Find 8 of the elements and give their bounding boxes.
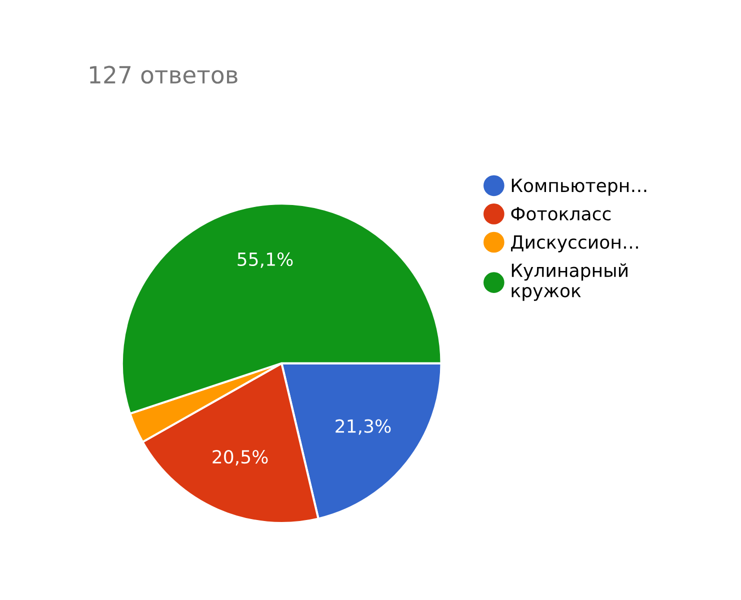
data-label: 55,1% — [238, 252, 293, 268]
legend-label: Фотокласс — [511, 207, 611, 221]
legend-label: Кулинарный кружок — [512, 263, 628, 301]
legend-label: Дискуссион… — [511, 235, 638, 252]
legend-label: Компьютерн… — [512, 178, 646, 196]
data-label: 21,3% — [336, 419, 391, 435]
chart-title: 127 ответов — [90, 66, 238, 84]
data-label: 20,5% — [212, 450, 268, 466]
